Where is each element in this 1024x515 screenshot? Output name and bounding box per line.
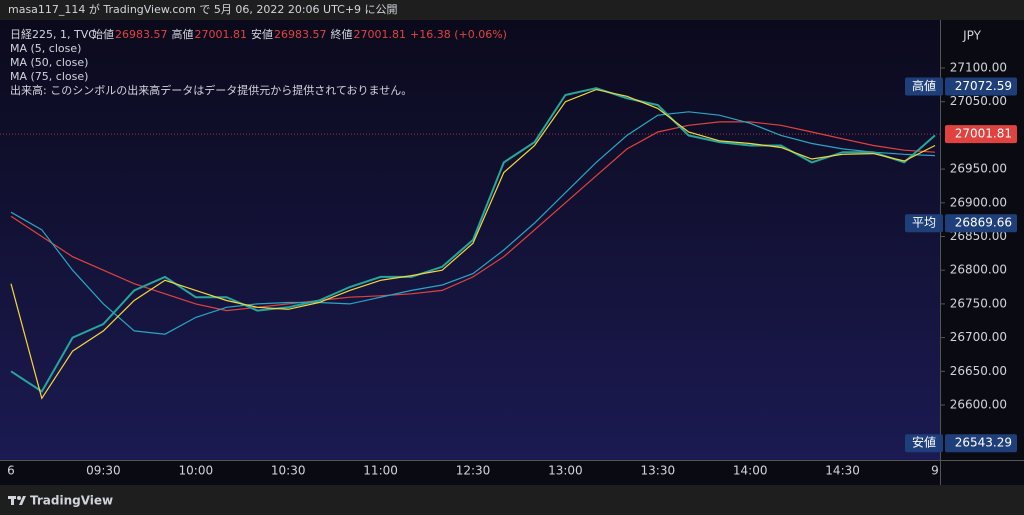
y-tick-label: 27100.00 bbox=[950, 60, 1007, 74]
series-line bbox=[10, 111, 936, 335]
x-tick-label: 13:00 bbox=[548, 464, 583, 478]
x-tick-label: 9 bbox=[931, 464, 939, 478]
plot-area bbox=[0, 20, 940, 460]
x-tick-label: 13:30 bbox=[641, 464, 676, 478]
price-tag-label-bg bbox=[905, 434, 943, 453]
price-tag-label-bg bbox=[905, 77, 943, 96]
series-line bbox=[10, 87, 936, 393]
ohlc-label: 始値 bbox=[92, 27, 114, 41]
price-tag-label: 平均 bbox=[912, 216, 936, 230]
symbol: 日経225, 1, TVC bbox=[10, 28, 96, 41]
legend-entry: MA (5, close) bbox=[10, 42, 81, 55]
y-tick-label: 26800.00 bbox=[950, 263, 1007, 277]
price-tag bbox=[945, 214, 1017, 233]
x-tick-label: 6 bbox=[7, 464, 15, 478]
price-tag bbox=[945, 434, 1017, 453]
price-tag-label-bg bbox=[905, 214, 943, 233]
logo bbox=[8, 496, 26, 505]
ohlc-value: 27001.81 bbox=[195, 28, 248, 41]
y-tick-label: 26700.00 bbox=[950, 330, 1007, 344]
x-axis-area bbox=[0, 460, 1024, 485]
price-tag-value: 26543.29 bbox=[955, 436, 1012, 450]
x-tick-label: 10:30 bbox=[271, 464, 306, 478]
footer: TradingView bbox=[30, 494, 113, 508]
legend-entry: MA (75, close) bbox=[10, 70, 88, 83]
ohlc-label: 終値 bbox=[331, 27, 353, 41]
x-tick-label: 14:00 bbox=[733, 464, 768, 478]
volume-note: 出来高: このシンボルの出来高データはデータ提供元から提供されておりません。 bbox=[10, 83, 412, 97]
ohlc-label: 安値 bbox=[251, 27, 273, 41]
change: +16.38 (+0.06%) bbox=[410, 28, 507, 41]
header: masa117_114 が TradingView.com で 5月 06, 2… bbox=[8, 2, 398, 16]
x-tick-label: 11:00 bbox=[363, 464, 398, 478]
x-tick-label: 09:30 bbox=[86, 464, 121, 478]
y-tick-label: 26950.00 bbox=[950, 162, 1007, 176]
price-tag-value: 26869.66 bbox=[955, 216, 1012, 230]
x-tick-label: 10:00 bbox=[179, 464, 214, 478]
price-tag-label: 高値 bbox=[912, 78, 936, 93]
x-tick-label: 14:30 bbox=[825, 464, 860, 478]
price-tag bbox=[945, 125, 1017, 144]
price-tag-value: 27001.81 bbox=[955, 127, 1012, 141]
series-line bbox=[10, 88, 936, 400]
y-tick-label: 26850.00 bbox=[950, 229, 1007, 243]
price-tag-label: 安値 bbox=[912, 435, 936, 450]
y-tick-label: 26750.00 bbox=[950, 296, 1007, 310]
ohlc-value: 26983.57 bbox=[274, 28, 327, 41]
ohlc-value: 26983.57 bbox=[115, 28, 168, 41]
legend-entry: MA (50, close) bbox=[10, 56, 88, 69]
price-tag bbox=[945, 77, 1017, 96]
ohlc-label: 高値 bbox=[172, 27, 194, 41]
x-tick-label: 12:30 bbox=[456, 464, 491, 478]
y-tick-label: 26650.00 bbox=[950, 364, 1007, 378]
y-tick-label: 27050.00 bbox=[950, 94, 1007, 108]
series-line bbox=[10, 121, 936, 312]
ohlc-value: 27001.81 bbox=[354, 28, 407, 41]
y-tick-label: 26600.00 bbox=[950, 398, 1007, 412]
price-tag-value: 27072.59 bbox=[955, 79, 1012, 93]
currency: JPY bbox=[962, 29, 982, 43]
y-tick-label: 26900.00 bbox=[950, 195, 1007, 209]
